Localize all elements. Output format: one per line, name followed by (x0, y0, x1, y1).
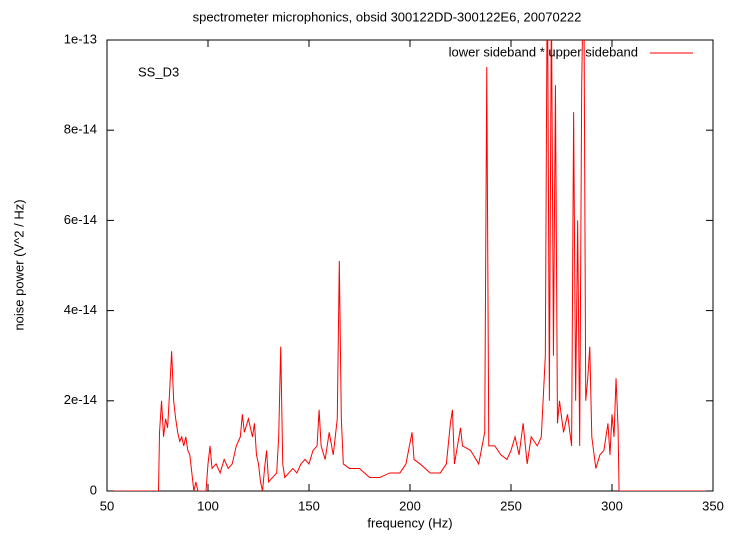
x-tick-label: 350 (702, 498, 724, 513)
x-tick-label: 200 (399, 498, 421, 513)
data-line (107, 40, 713, 491)
x-tick-label: 250 (500, 498, 522, 513)
annotation: SS_D3 (138, 64, 179, 79)
plot-border (106, 39, 714, 492)
x-axis-label: frequency (Hz) (367, 515, 452, 530)
y-tick-label: 1e-13 (64, 31, 97, 46)
plot-area (107, 40, 713, 491)
x-tick-label: 50 (100, 498, 114, 513)
y-tick-label: 6e-14 (64, 212, 97, 227)
chart-title: spectrometer microphonics, obsid 300122D… (193, 9, 582, 24)
legend-label: lower sideband * upper sideband (449, 44, 638, 59)
x-tick-label: 300 (601, 498, 623, 513)
x-tick-label: 150 (298, 498, 320, 513)
y-tick-label: 8e-14 (64, 122, 97, 137)
x-tick-label: 100 (197, 498, 219, 513)
y-axis-label: noise power (V^2 / Hz) (11, 199, 26, 330)
y-tick-label: 4e-14 (64, 302, 97, 317)
y-tick-label: 2e-14 (64, 392, 97, 407)
y-tick-label: 0 (90, 482, 97, 497)
